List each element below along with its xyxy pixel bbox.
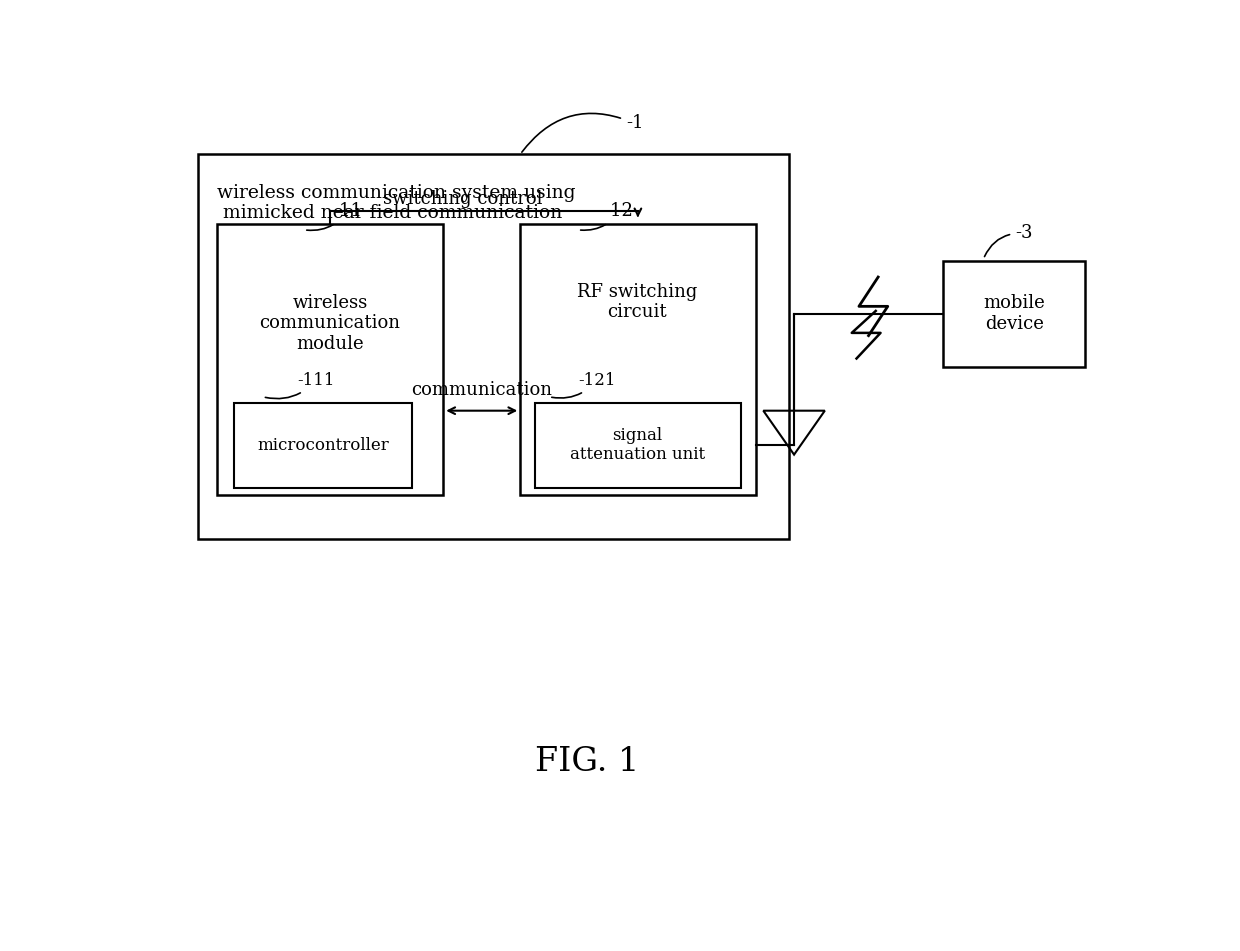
Text: -121: -121 (552, 372, 615, 398)
Text: -12: -12 (580, 203, 634, 230)
Text: FIG. 1: FIG. 1 (536, 747, 640, 778)
Text: communication: communication (412, 381, 552, 399)
Bar (217, 224, 444, 495)
Text: RF switching
circuit: RF switching circuit (578, 282, 698, 321)
Bar (198, 154, 789, 539)
Text: -3: -3 (985, 224, 1033, 257)
Text: mobile
device: mobile device (983, 294, 1045, 333)
Text: signal
attenuation unit: signal attenuation unit (570, 427, 706, 463)
Text: wireless communication system using
 mimicked near field communication: wireless communication system using mimi… (217, 184, 575, 223)
Text: wireless
communication
module: wireless communication module (259, 294, 401, 353)
Bar (534, 403, 742, 488)
Bar (234, 403, 412, 488)
Text: switching control: switching control (383, 190, 542, 208)
Text: microcontroller: microcontroller (257, 437, 389, 454)
Bar (942, 261, 1085, 367)
Text: -1: -1 (522, 113, 644, 152)
Text: -11: -11 (306, 203, 362, 230)
Bar (521, 224, 755, 495)
Text: -111: -111 (265, 372, 335, 398)
